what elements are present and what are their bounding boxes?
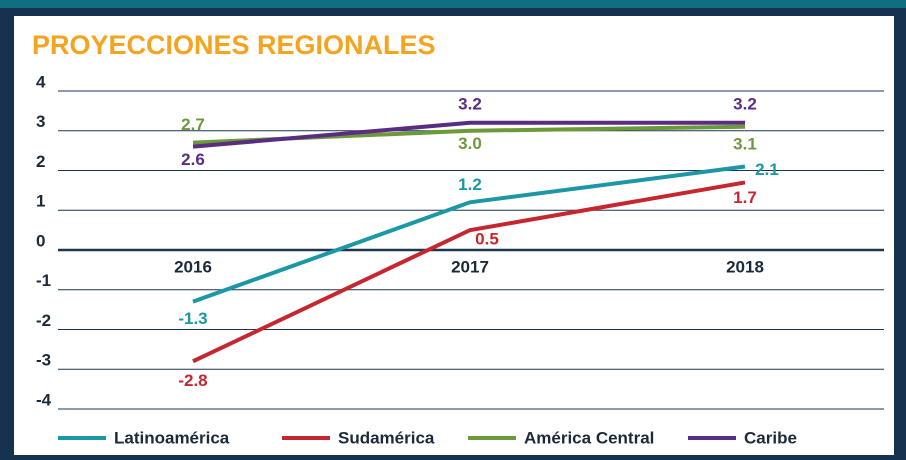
y-tick-label: 0 — [36, 231, 45, 250]
series-line — [192, 180, 746, 364]
data-label: 3.0 — [458, 134, 482, 153]
legend-label: Latinoamérica — [114, 428, 230, 447]
data-label: 1.7 — [733, 188, 757, 207]
top-band — [0, 0, 906, 8]
data-label: 1.2 — [458, 175, 482, 194]
x-tick-label: 2017 — [451, 257, 489, 276]
data-label: 3.2 — [733, 94, 757, 113]
legend-label: América Central — [524, 428, 654, 447]
data-label: 3.1 — [733, 134, 757, 153]
data-label: 2.1 — [755, 160, 779, 179]
data-label: 0.5 — [475, 230, 499, 249]
series-line — [192, 120, 745, 149]
data-label: -1.3 — [178, 309, 207, 328]
y-tick-label: -4 — [36, 390, 52, 409]
x-tick-label: 2016 — [174, 257, 212, 276]
y-tick-label: 4 — [36, 72, 46, 91]
y-tick-label: 3 — [36, 112, 45, 131]
data-label: 2.6 — [181, 150, 205, 169]
x-tick-label: 2018 — [726, 257, 764, 276]
data-label: -2.8 — [178, 371, 207, 390]
data-label: 3.2 — [458, 94, 482, 113]
chart-title: PROYECCIONES REGIONALES — [32, 30, 436, 60]
legend-label: Sudamérica — [338, 428, 435, 447]
y-tick-label: -2 — [36, 311, 51, 330]
y-tick-label: -1 — [36, 271, 51, 290]
y-tick-label: 1 — [36, 192, 45, 211]
data-label: 2.7 — [181, 115, 205, 134]
legend-label: Caribe — [744, 428, 797, 447]
y-tick-label: 2 — [36, 152, 45, 171]
series-line — [192, 164, 746, 304]
y-tick-label: -3 — [36, 351, 51, 370]
